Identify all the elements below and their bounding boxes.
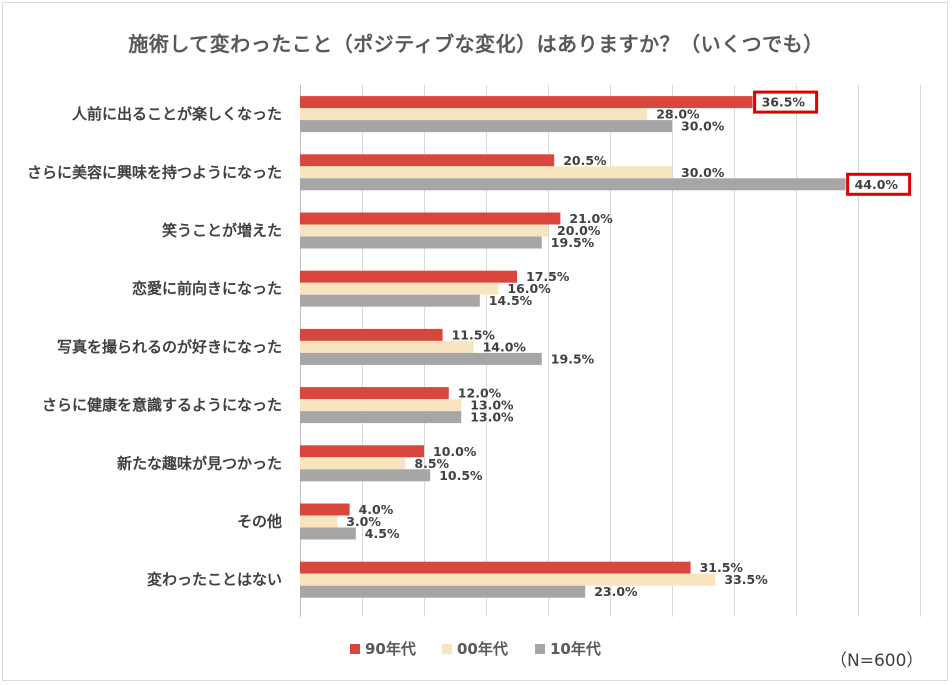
bar-1 <box>300 503 350 516</box>
data-label: 20.0% <box>557 223 601 238</box>
bar-2 <box>300 399 462 412</box>
bar-1 <box>300 270 517 283</box>
data-label: 30.0% <box>681 119 725 134</box>
bar-1 <box>300 96 753 109</box>
legend-label: 90年代 <box>365 640 416 658</box>
data-label: 30.0% <box>681 165 725 180</box>
data-label: 16.0% <box>507 281 551 296</box>
data-label: 8.5% <box>414 456 449 471</box>
category-label: 変わったことはない <box>147 571 282 589</box>
data-label: 13.0% <box>470 398 514 413</box>
bar-3 <box>300 352 542 365</box>
sample-size-note: （N=600） <box>830 651 924 671</box>
bar-3 <box>300 294 480 307</box>
bar-3 <box>300 120 672 133</box>
bar-2 <box>300 457 406 470</box>
data-label: 28.0% <box>656 107 700 122</box>
highlight-box <box>753 90 819 114</box>
highlight-box <box>846 172 912 196</box>
bar-2 <box>300 340 474 353</box>
chart-legend: 90年代 00年代 10年代 <box>0 638 952 662</box>
data-label: 20.5% <box>563 153 607 168</box>
bar-2 <box>300 282 499 295</box>
bar-3 <box>300 411 462 424</box>
data-label: 21.0% <box>569 211 613 226</box>
data-label: 33.5% <box>724 572 768 587</box>
legend-swatch <box>350 643 360 654</box>
data-label: 14.5% <box>489 293 533 308</box>
bar-2 <box>300 515 338 528</box>
bar-1 <box>300 561 691 574</box>
chart-title: 施術して変わったこと（ポジティブな変化）はありますか？（いくつでも） <box>128 32 824 56</box>
category-label: 写真を撮られるのが好きになった <box>57 338 282 356</box>
legend-item: 10年代 <box>535 638 601 659</box>
data-label: 14.0% <box>483 339 527 354</box>
data-label: 36.5% <box>762 95 806 110</box>
bar-2 <box>300 224 548 237</box>
category-label: さらに健康を意識するようになった <box>42 396 282 414</box>
data-label: 4.0% <box>359 502 394 517</box>
bar-1 <box>300 328 443 341</box>
data-label: 10.5% <box>439 468 483 483</box>
bar-3 <box>300 236 542 249</box>
category-label: 恋愛に前向きになった <box>132 280 282 298</box>
category-label: 人前に出ることが楽しくなった <box>72 105 282 123</box>
data-label: 10.0% <box>433 444 477 459</box>
bar-2 <box>300 108 648 121</box>
legend-label: 10年代 <box>550 640 601 658</box>
data-label: 44.0% <box>855 177 899 192</box>
bar-1 <box>300 212 561 225</box>
legend-swatch <box>535 643 545 654</box>
category-label: 新たな趣味が見つかった <box>117 454 282 472</box>
category-label: さらに美容に興味を持つようになった <box>27 163 282 181</box>
category-label: 笑うことが増えた <box>162 222 282 240</box>
data-label: 19.5% <box>551 235 595 250</box>
data-label: 4.5% <box>365 526 400 541</box>
data-label: 17.5% <box>526 269 570 284</box>
bar-1 <box>300 387 449 400</box>
legend-item: 90年代 <box>350 638 416 659</box>
data-label: 23.0% <box>594 584 638 599</box>
data-label: 19.5% <box>551 351 595 366</box>
bar-2 <box>300 166 672 179</box>
data-label: 11.5% <box>452 327 496 342</box>
legend-item: 00年代 <box>442 638 508 659</box>
legend-swatch <box>442 643 452 654</box>
data-label: 13.0% <box>470 410 514 425</box>
data-label: 3.0% <box>346 514 381 529</box>
bar-3 <box>300 178 846 191</box>
category-label: その他 <box>237 513 282 531</box>
data-label: 12.0% <box>458 386 502 401</box>
bar-3 <box>300 585 586 598</box>
bar-1 <box>300 445 424 458</box>
legend-label: 00年代 <box>457 640 508 658</box>
bar-1 <box>300 154 555 167</box>
bar-3 <box>300 469 431 482</box>
bar-2 <box>300 573 716 586</box>
bar-3 <box>300 527 356 540</box>
data-label: 31.5% <box>700 560 744 575</box>
